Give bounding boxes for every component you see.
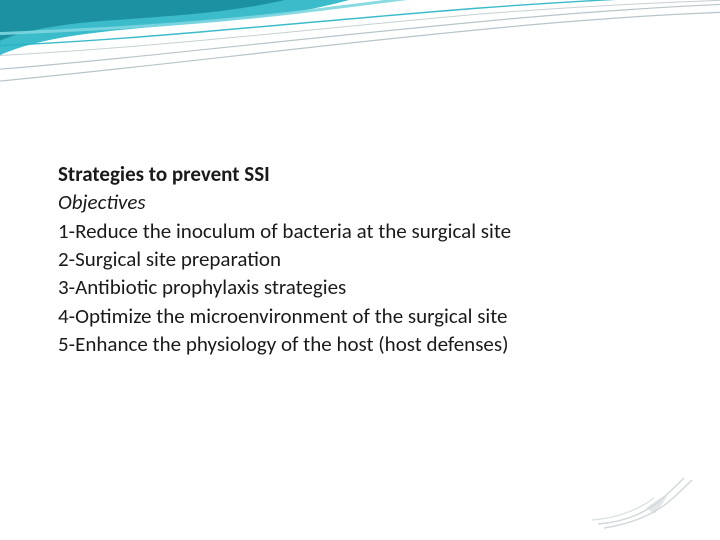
objective-item-3: 3-Antibiotic prophylaxis strategies [58,273,678,301]
objective-item-1: 1-Reduce the inoculum of bacteria at the… [58,217,678,245]
objective-item-4: 4-Optimize the microenvironment of the s… [58,302,678,330]
footer-flourish-icon [588,474,708,534]
slide-title: Strategies to prevent SSI [58,160,678,188]
wave-decoration [0,0,720,120]
slide-subtitle: Objectives [58,188,678,216]
objective-item-2: 2-Surgical site preparation [58,245,678,273]
objective-item-5: 5-Enhance the physiology of the host (ho… [58,330,678,358]
content-block: Strategies to prevent SSI Objectives 1-R… [58,160,678,358]
slide: Strategies to prevent SSI Objectives 1-R… [0,0,720,540]
